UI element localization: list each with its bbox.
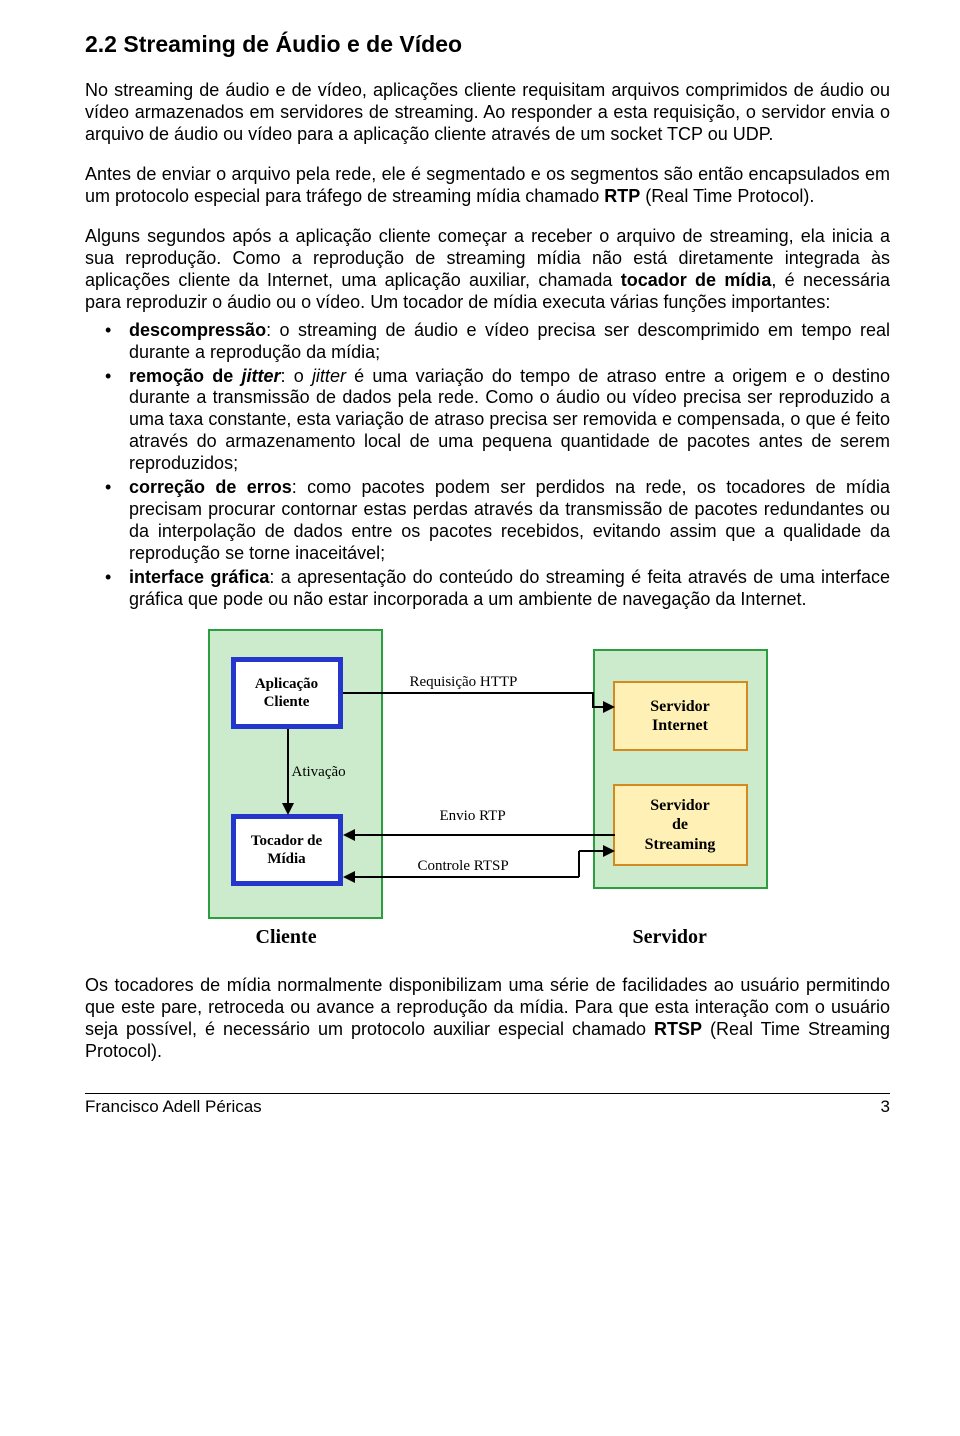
box-line: Aplicação xyxy=(255,675,318,693)
paragraph-rtp: Antes de enviar o arquivo pela rede, ele… xyxy=(85,164,890,208)
li-term: descompressão xyxy=(129,320,266,340)
label-http: Requisição HTTP xyxy=(410,673,518,691)
label-cliente: Cliente xyxy=(256,925,317,949)
paragraph-intro: No streaming de áudio e de vídeo, aplica… xyxy=(85,80,890,146)
label-servidor: Servidor xyxy=(633,925,707,949)
paragraph-player: Alguns segundos após a aplicação cliente… xyxy=(85,226,890,314)
box-servidor-internet: Servidor Internet xyxy=(613,681,748,751)
li-correcao: correção de erros: como pacotes podem se… xyxy=(111,477,890,565)
li-text: : o xyxy=(280,366,311,386)
term-rtp: RTP xyxy=(604,186,640,206)
box-line: Internet xyxy=(652,716,708,735)
page-footer: Francisco Adell Péricas 3 xyxy=(85,1093,890,1118)
box-line: Cliente xyxy=(264,693,310,711)
li-term: remoção de jitter xyxy=(129,366,280,386)
label-ativacao: Ativação xyxy=(290,763,348,781)
li-descompressao: descompressão: o streaming de áudio e ví… xyxy=(111,320,890,364)
box-aplicacao-cliente: Aplicação Cliente xyxy=(231,657,343,729)
box-servidor-streaming: Servidor de Streaming xyxy=(613,784,748,866)
li-term: interface gráfica xyxy=(129,567,269,587)
box-line: Mídia xyxy=(267,850,305,868)
paragraph-rtsp: Os tocadores de mídia normalmente dispon… xyxy=(85,975,890,1063)
box-line: Servidor xyxy=(650,796,710,815)
player-functions-list: descompressão: o streaming de áudio e ví… xyxy=(85,320,890,611)
term-tocador: tocador de mídia xyxy=(621,270,772,290)
label-rtsp: Controle RTSP xyxy=(418,857,509,875)
box-line: Tocador de xyxy=(251,832,322,850)
term-rtsp: RTSP xyxy=(654,1019,702,1039)
li-jitter: remoção de jitter: o jitter é uma variaç… xyxy=(111,366,890,476)
li-interface: interface gráfica: a apresentação do con… xyxy=(111,567,890,611)
box-tocador-midia: Tocador de Mídia xyxy=(231,814,343,886)
section-heading: 2.2 Streaming de Áudio e de Vídeo xyxy=(85,30,890,58)
text: (Real Time Protocol). xyxy=(640,186,814,206)
footer-author: Francisco Adell Péricas xyxy=(85,1097,262,1118)
arrow-rtp xyxy=(343,827,615,843)
box-line: de xyxy=(672,815,688,834)
label-rtp: Envio RTP xyxy=(440,807,506,825)
li-term: correção de erros xyxy=(129,477,292,497)
li-italic: jitter xyxy=(312,366,346,386)
footer-page: 3 xyxy=(881,1097,890,1118)
box-line: Servidor xyxy=(650,697,710,716)
architecture-diagram: Aplicação Cliente Tocador de Mídia Servi… xyxy=(208,629,768,949)
box-line: Streaming xyxy=(645,835,716,854)
